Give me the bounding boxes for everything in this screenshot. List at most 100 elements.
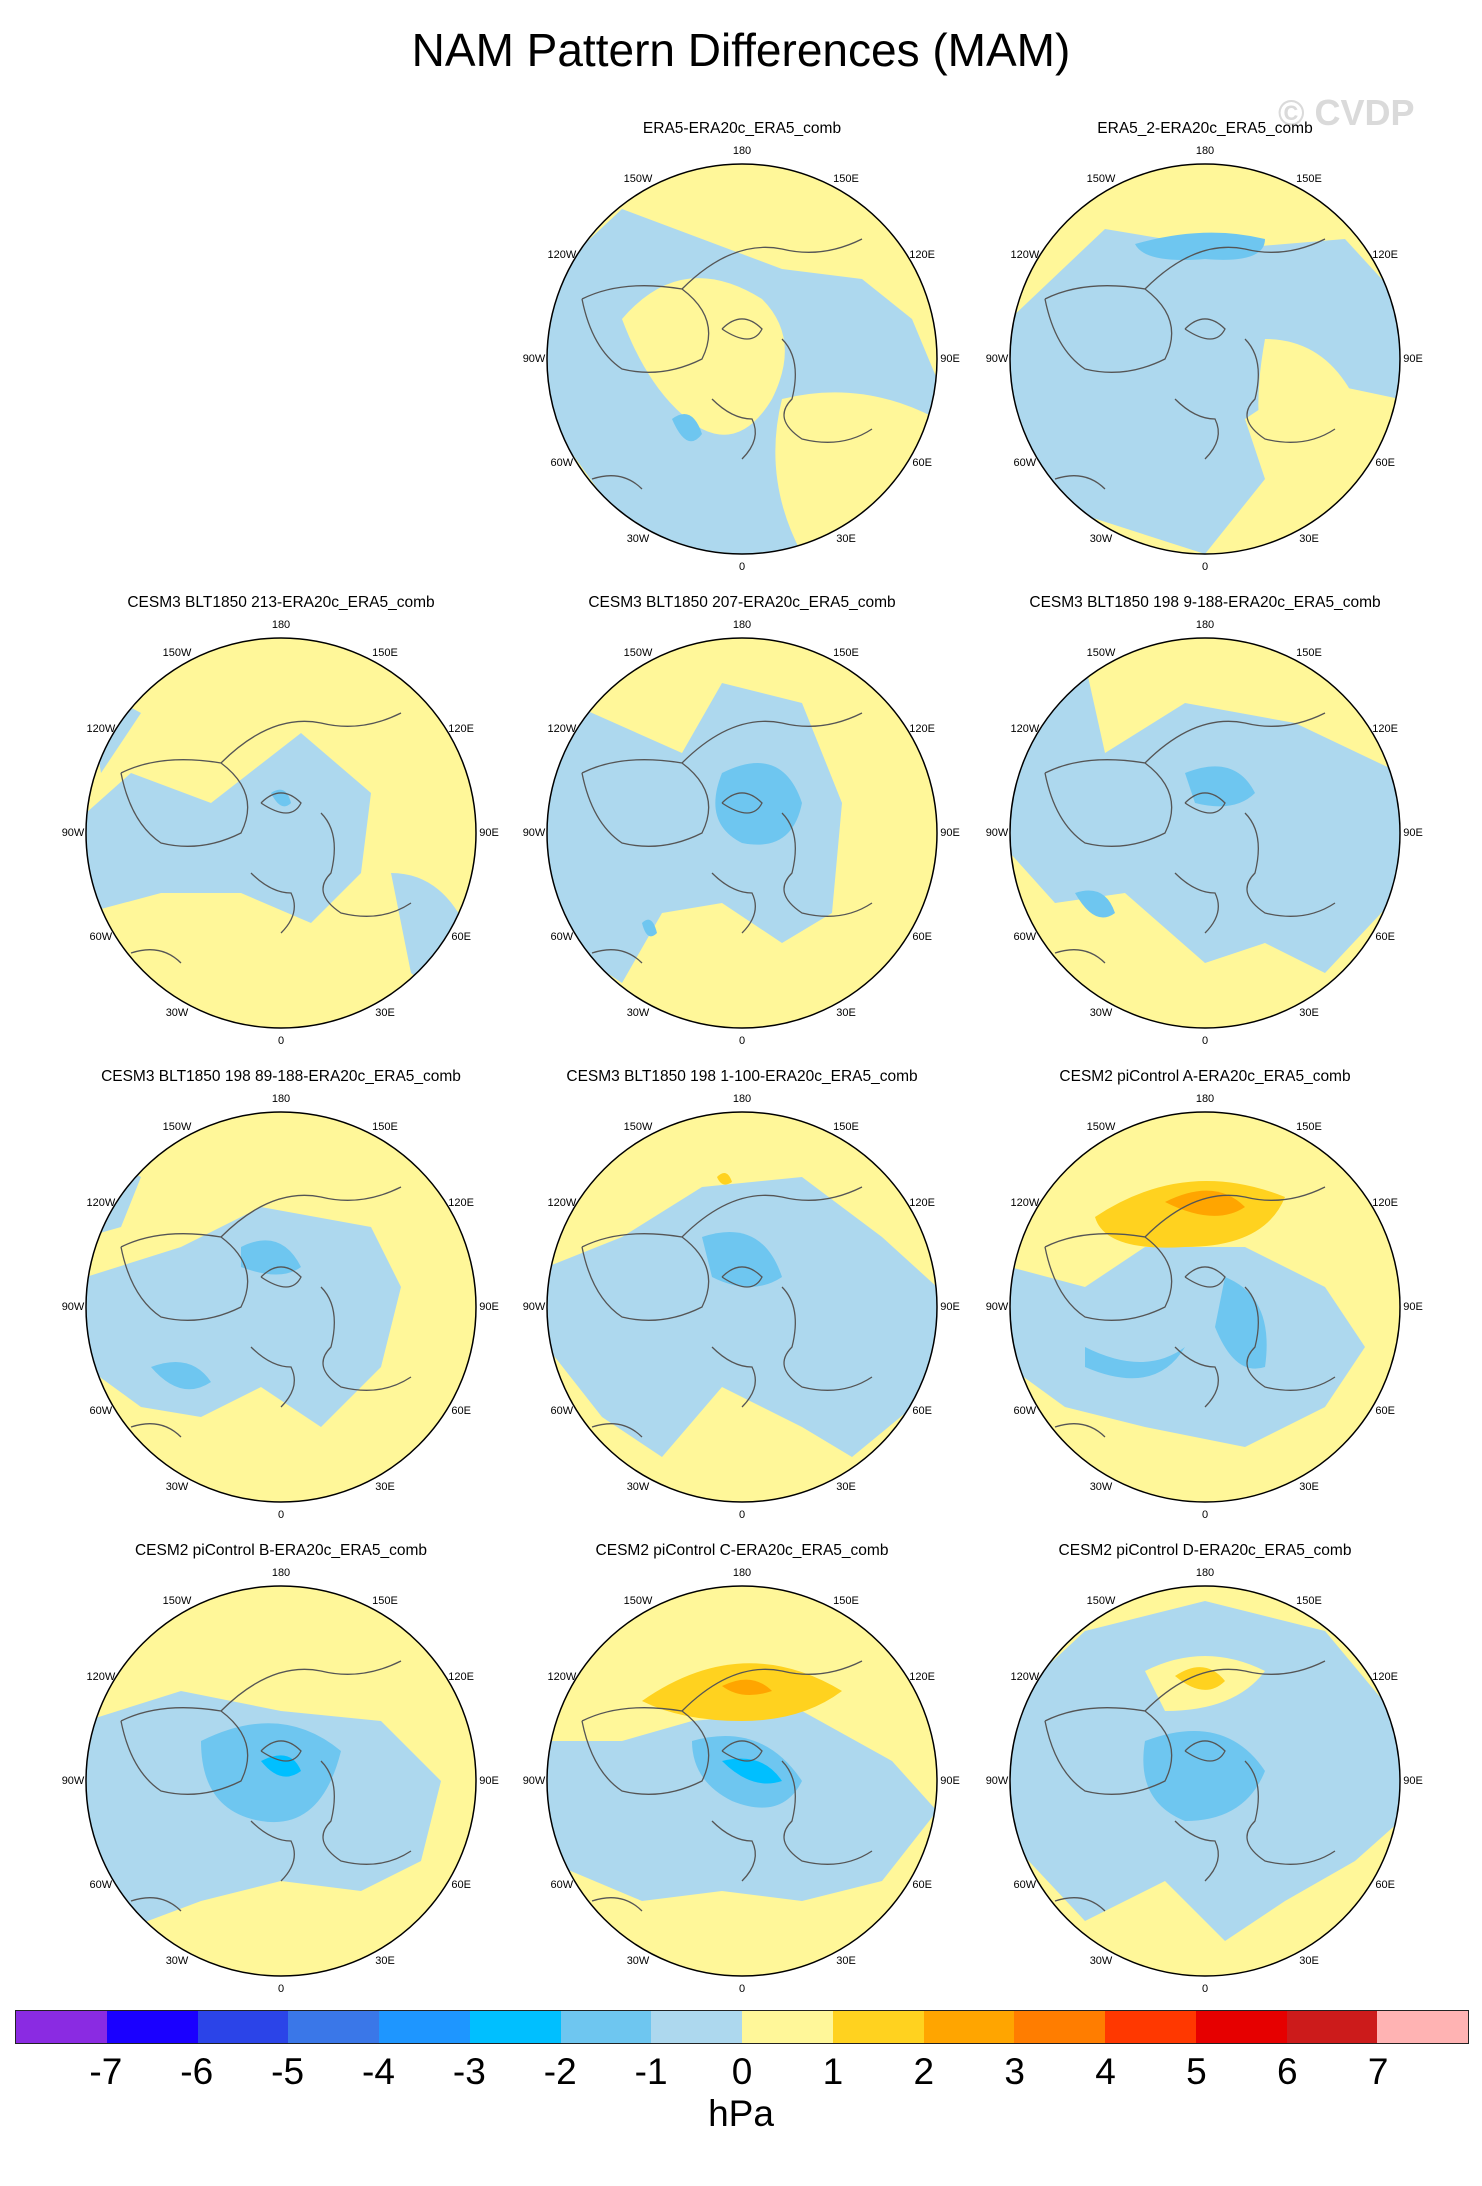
longitude-label: 30E	[375, 1007, 395, 1020]
coastline	[1184, 1266, 1226, 1288]
longitude-label: 60E	[1375, 931, 1395, 943]
anomaly-contour	[241, 1240, 301, 1275]
longitude-label: 150W	[162, 646, 192, 659]
colorbar	[15, 2010, 1469, 2044]
colorbar-tick-label: -2	[543, 2051, 577, 2092]
longitude-label: 120W	[547, 723, 577, 735]
coastline	[320, 1760, 412, 1865]
longitude-label: 60E	[451, 1405, 471, 1417]
anomaly-contour	[672, 414, 702, 442]
longitude-label: 0	[277, 1983, 285, 1995]
coastline	[591, 949, 643, 964]
coastline	[1184, 1740, 1226, 1762]
colorbar-segment	[1105, 2011, 1196, 2043]
longitude-label: 60E	[912, 457, 932, 469]
coastline	[260, 792, 302, 814]
polar-map	[85, 637, 477, 1029]
longitude-label: 90E	[940, 1301, 960, 1313]
longitude-label: 60W	[89, 1405, 113, 1417]
watermark: © CVDP	[1278, 92, 1415, 133]
colorbar-tick-label: -6	[180, 2051, 214, 2092]
longitude-label: 90E	[479, 827, 499, 839]
coastline	[591, 475, 643, 490]
map-border	[1009, 163, 1401, 555]
coastline	[1244, 338, 1336, 443]
longitude-label: 60W	[1013, 1405, 1037, 1417]
coastline	[220, 712, 402, 764]
longitude-label: 90W	[61, 827, 85, 839]
polar-map	[546, 163, 938, 555]
coastline	[120, 759, 249, 847]
longitude-label: 90E	[1403, 827, 1423, 839]
colorbar-segment	[379, 2011, 470, 2043]
coastline	[1174, 1346, 1219, 1408]
coastline	[711, 398, 756, 460]
longitude-label: 120E	[448, 1197, 474, 1209]
longitude-label: 90E	[479, 1775, 499, 1787]
anomaly-contour	[1175, 1667, 1225, 1690]
longitude-label: 150E	[372, 1120, 398, 1133]
map-border	[546, 163, 938, 555]
map-border	[546, 1585, 938, 1977]
coastline	[1054, 1423, 1106, 1438]
map-border	[1009, 1585, 1401, 1977]
coastline	[1054, 1897, 1106, 1912]
longitude-label: 30W	[1089, 1481, 1113, 1494]
longitude-label: 120W	[1010, 1671, 1040, 1683]
colorbar-segment	[742, 2011, 833, 2043]
longitude-label: 30W	[626, 1007, 650, 1020]
panel-title: CESM3 BLT1850 207-ERA20c_ERA5_comb	[588, 594, 896, 611]
longitude-label: 120W	[1010, 249, 1040, 261]
longitude-label: 90W	[522, 827, 546, 839]
colorbar-segment	[106, 2011, 198, 2043]
coastline	[721, 1740, 763, 1762]
coastline	[711, 1820, 756, 1882]
longitude-label: 30W	[165, 1955, 189, 1968]
anomaly-contour	[547, 1177, 937, 1457]
panel-title: ERA5_2-ERA20c_ERA5_comb	[1097, 120, 1313, 137]
longitude-label: 180	[271, 1093, 291, 1105]
anomaly-contour	[702, 1232, 782, 1287]
anomaly-contour	[1010, 229, 1400, 554]
colorbar-tick-label: -5	[271, 2051, 305, 2092]
longitude-label: 60W	[1013, 457, 1037, 469]
polar-map	[1009, 163, 1401, 555]
coastline	[1174, 872, 1219, 934]
colorbar-segment	[469, 2011, 561, 2043]
longitude-label: 60E	[1375, 1879, 1395, 1891]
longitude-label: 180	[732, 619, 752, 631]
longitude-label: 150W	[1086, 1120, 1116, 1133]
longitude-label: 60W	[550, 1405, 574, 1417]
longitude-label: 150W	[623, 646, 653, 659]
map-border	[1009, 1111, 1401, 1503]
longitude-label: 180	[1195, 619, 1215, 631]
colorbar-tick-label: -1	[634, 2051, 668, 2092]
longitude-label: 60W	[1013, 1879, 1037, 1891]
anomaly-contour	[1010, 663, 1400, 973]
coastline	[1174, 1820, 1219, 1882]
longitude-label: 60W	[550, 457, 574, 469]
coastline	[120, 1233, 249, 1321]
longitude-label: 90E	[1403, 353, 1423, 365]
coastline	[1054, 475, 1106, 490]
colorbar-segment	[560, 2011, 652, 2043]
map-border	[85, 1585, 477, 1977]
coastline	[260, 1740, 302, 1762]
coastline	[1044, 285, 1173, 373]
panel-title: CESM2 piControl A-ERA20c_ERA5_comb	[1059, 1068, 1351, 1085]
anomaly-contour	[722, 1679, 772, 1695]
longitude-label: 120E	[909, 249, 935, 261]
polar-map	[546, 1585, 938, 1977]
longitude-label: 150E	[372, 646, 398, 659]
longitude-label: 90W	[61, 1775, 85, 1787]
colorbar-segment	[1377, 2011, 1468, 2043]
longitude-label: 90W	[985, 353, 1009, 365]
coastline	[250, 1346, 295, 1408]
longitude-label: 150E	[833, 646, 859, 659]
longitude-label: 150W	[623, 1120, 653, 1133]
longitude-label: 150E	[833, 1120, 859, 1133]
coastline	[220, 1660, 402, 1712]
coastline	[1044, 1233, 1173, 1321]
longitude-label: 30E	[836, 1955, 856, 1968]
anomaly-contour	[1095, 1181, 1285, 1248]
